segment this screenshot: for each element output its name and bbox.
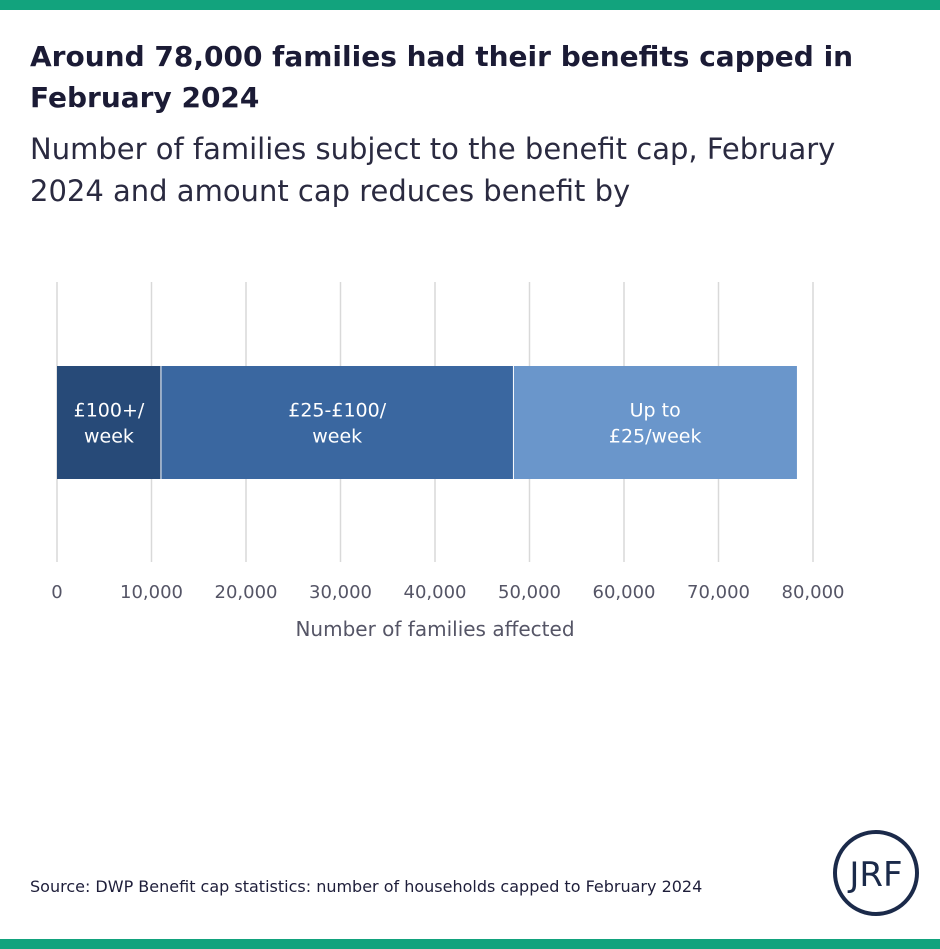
segment-label: £25-£100/week [288, 400, 386, 448]
x-tick-label: 40,000 [404, 582, 467, 603]
bar-segments [57, 366, 797, 479]
x-tick-label: 10,000 [120, 582, 183, 603]
segment-label-line: week [312, 426, 362, 448]
logo-ring [833, 830, 919, 916]
x-axis-ticks: 0 10,000 20,000 30,000 40,000 50,000 60,000 70,… [51, 582, 844, 603]
logo-text: JRF [847, 855, 902, 895]
x-tick-label: 0 [51, 582, 62, 603]
x-tick-label: 50,000 [498, 582, 561, 603]
bar-segment [57, 366, 161, 479]
chart-subtitle: Number of families subject to the benefi… [30, 132, 836, 208]
jrf-logo: JRF [833, 830, 919, 916]
x-tick-label: 30,000 [309, 582, 372, 603]
bar-segment [513, 366, 797, 479]
segment-label: Up to £25/week [609, 400, 702, 448]
x-tick-label: 80,000 [782, 582, 845, 603]
segment-label: £100+/ week [74, 400, 145, 448]
bar-segment [160, 366, 514, 479]
x-axis-label: Number of families affected [295, 617, 574, 641]
segment-label-line: week [84, 426, 134, 448]
chart-title: Around 78,000 families had their benefit… [30, 40, 854, 114]
source-note: Source: DWP Benefit cap statistics: numb… [30, 877, 703, 896]
top-accent-bar [0, 0, 940, 10]
segment-label-line: £25/week [609, 426, 702, 448]
segment-label-line: £100+/ [74, 400, 145, 422]
x-tick-label: 20,000 [215, 582, 278, 603]
segment-label-line: £25-£100/ [288, 400, 386, 422]
x-tick-label: 70,000 [687, 582, 750, 603]
bottom-accent-bar [0, 939, 940, 949]
x-tick-label: 60,000 [593, 582, 656, 603]
segment-label-line: Up to [630, 400, 681, 422]
